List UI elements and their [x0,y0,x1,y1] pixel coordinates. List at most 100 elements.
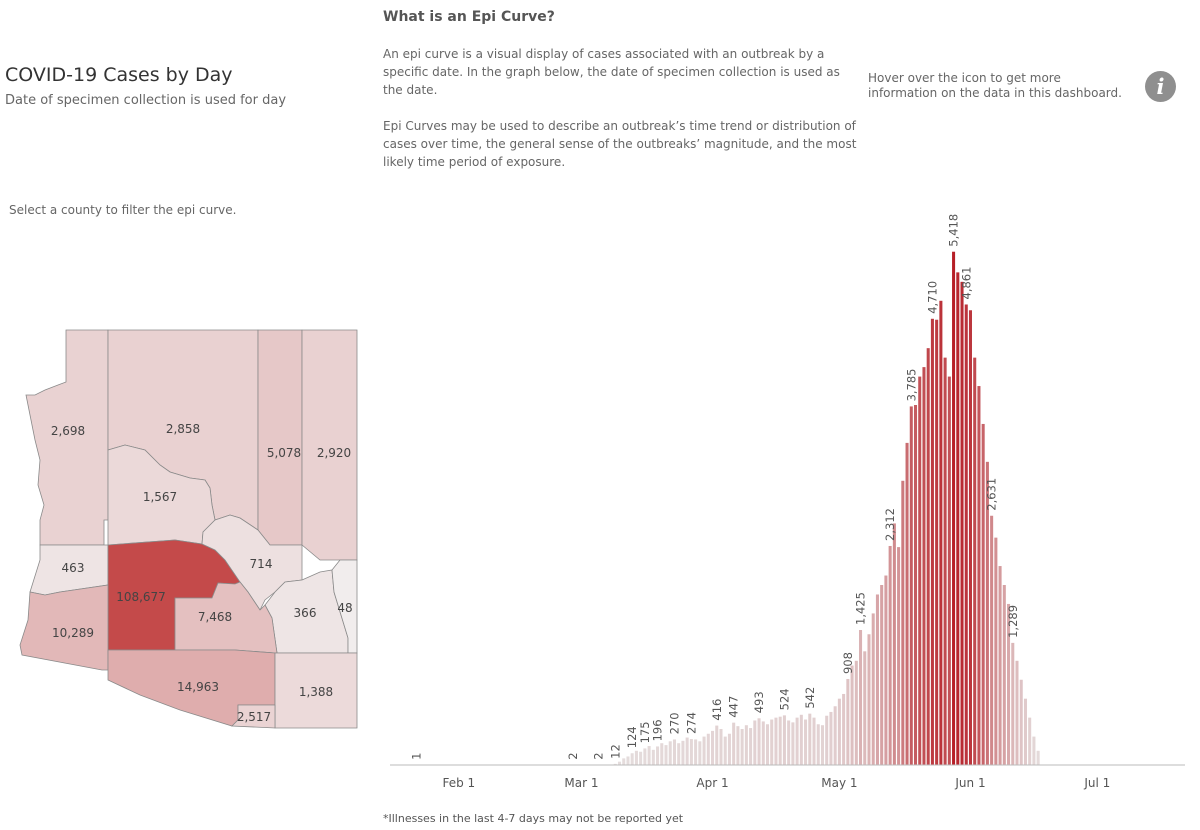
epi-bar[interactable] [947,376,951,765]
epi-bar[interactable] [985,461,989,765]
epi-bar[interactable] [918,376,922,765]
epi-bar[interactable] [977,386,981,765]
epi-bar[interactable] [702,736,706,765]
epi-bar[interactable] [804,719,808,765]
epi-bar[interactable] [749,728,753,765]
epi-bar[interactable] [715,725,719,765]
epi-bar[interactable] [939,300,943,765]
epi-bar[interactable] [913,405,918,765]
epi-bar[interactable] [922,367,926,765]
epi-bar[interactable] [668,741,672,765]
epi-bar[interactable] [871,613,875,765]
epi-bar[interactable] [795,717,799,765]
epi-bar[interactable] [829,711,833,765]
epi-bar[interactable] [956,272,960,765]
epi-bar[interactable] [884,575,888,765]
county-apache[interactable] [301,329,358,561]
epi-bar[interactable] [787,720,791,765]
epi-bar[interactable] [639,751,643,765]
epi-bar[interactable] [1036,750,1040,765]
epi-bar[interactable] [757,718,761,765]
epi-bar[interactable] [1028,717,1032,765]
epi-bar[interactable] [630,753,634,765]
epi-bar[interactable] [736,726,740,765]
epi-bar[interactable] [740,729,744,765]
epi-bar[interactable] [1019,679,1023,765]
epi-bar[interactable] [973,357,977,765]
epi-bar[interactable] [909,406,913,765]
epi-bar[interactable] [867,634,871,765]
epi-bar[interactable] [672,739,676,765]
epi-bar[interactable] [863,651,867,765]
epi-bar[interactable] [892,523,896,765]
epi-bar[interactable] [634,750,638,765]
epi-bar[interactable] [774,717,778,765]
epi-bar[interactable] [842,693,846,765]
epi-bar[interactable] [952,251,956,766]
county-cochise[interactable] [274,652,358,729]
epi-bar[interactable] [761,721,765,765]
epi-bar[interactable] [880,585,884,765]
county-navajo[interactable] [257,329,303,546]
epi-bar[interactable] [808,713,812,765]
epi-bar[interactable] [1015,660,1019,765]
epi-bar[interactable] [664,745,668,765]
epi-bar[interactable] [901,480,905,765]
epi-bar[interactable] [706,733,710,765]
epi-bar[interactable] [1032,736,1036,765]
epi-bar[interactable] [647,746,651,765]
epi-bar[interactable] [689,739,693,765]
epi-bar[interactable] [698,741,702,765]
epi-bar[interactable] [998,566,1002,765]
epi-bar[interactable] [727,733,731,765]
epi-bar[interactable] [825,715,829,765]
epi-bar[interactable] [859,630,863,765]
epi-bar[interactable] [897,547,901,765]
epi-bar[interactable] [613,763,617,765]
epi-bar[interactable] [935,319,939,765]
epi-bar[interactable] [981,423,985,765]
epi-bar[interactable] [622,758,626,765]
epi-bar[interactable] [723,736,727,765]
epi-bar[interactable] [643,748,647,765]
epi-bar[interactable] [854,660,858,765]
epi-bar[interactable] [837,698,841,765]
epi-bar[interactable] [943,357,947,765]
epi-bar[interactable] [1011,642,1015,765]
epi-bar[interactable] [968,310,972,765]
epi-bar[interactable] [850,665,854,765]
epi-bar[interactable] [964,304,968,765]
epi-bar[interactable] [875,594,879,765]
epi-bar[interactable] [681,740,685,765]
epi-bar[interactable] [617,761,622,765]
epi-bar[interactable] [1007,603,1011,765]
county-gila[interactable] [201,514,303,611]
epi-bar[interactable] [926,348,930,765]
epi-bar[interactable] [651,749,655,765]
epi-bar[interactable] [660,743,664,765]
epi-bar[interactable] [677,743,681,765]
epi-bar[interactable] [791,722,795,765]
county-santa-cruz[interactable] [231,704,276,729]
epi-bar[interactable] [816,724,820,765]
epi-bar[interactable] [719,729,723,765]
info-icon[interactable]: i [1145,71,1176,102]
epi-bar[interactable] [846,678,850,765]
epi-bar[interactable] [694,739,698,765]
county-yuma[interactable] [19,584,109,671]
epi-bar[interactable] [656,746,660,765]
epi-bar[interactable] [782,715,786,765]
epi-bar[interactable] [711,730,715,765]
epi-bar[interactable] [1023,698,1027,765]
epi-bar[interactable] [765,724,770,765]
epi-bar[interactable] [732,722,736,765]
epi-bar[interactable] [1002,585,1006,765]
epi-bar[interactable] [833,706,837,765]
epi-bar[interactable] [960,281,964,765]
epi-bar[interactable] [685,737,689,765]
epi-bar[interactable] [799,714,803,765]
epi-bar[interactable] [770,719,774,765]
epi-bar[interactable] [778,716,782,765]
epi-bar[interactable] [820,725,824,765]
epi-bar[interactable] [812,717,816,765]
